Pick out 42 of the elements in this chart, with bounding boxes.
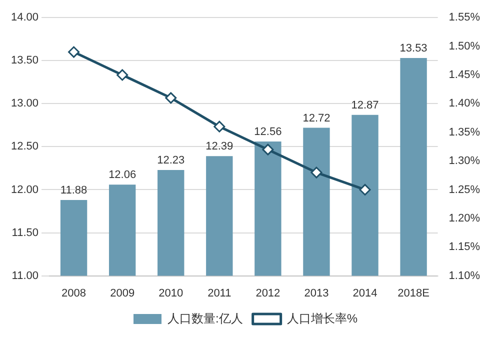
y2-tick-label: 1.45%	[448, 69, 480, 82]
y2-tick-label: 1.35%	[448, 126, 480, 138]
y2-tick-label: 1.55%	[448, 12, 480, 24]
y-tick-label: 12.50	[10, 140, 39, 153]
data-label: 12.56	[254, 126, 282, 138]
x-tick-label: 2012	[256, 287, 280, 300]
x-tick-label: 2018E	[398, 287, 430, 300]
data-label: 12.72	[302, 112, 330, 124]
x-tick-label: 2013	[304, 287, 329, 300]
point	[116, 69, 128, 81]
data-label: 12.87	[351, 99, 379, 112]
y2-tick-label: 1.30%	[448, 155, 480, 168]
y2-tick-label: 1.15%	[448, 241, 480, 254]
y2-tick-label: 1.50%	[448, 40, 480, 52]
data-label: 12.23	[157, 154, 185, 166]
y2-tick-label: 1.10%	[448, 270, 480, 282]
data-label: 12.06	[108, 169, 136, 182]
point	[214, 120, 226, 132]
y-tick-label: 11.00	[12, 270, 39, 282]
x-tick-label: 2009	[110, 287, 135, 300]
y2-tick-label: 1.40%	[448, 98, 480, 110]
y-tick-label: 14.00	[10, 12, 39, 24]
y2-tick-label: 1.25%	[448, 184, 480, 196]
y-tick-label: 11.50	[12, 226, 39, 239]
point	[68, 46, 80, 58]
y2-tick-label: 1.20%	[448, 212, 480, 224]
y-tick-label: 12.00	[10, 184, 39, 196]
x-tick-label: 2014	[352, 287, 378, 300]
x-tick-label: 2008	[62, 287, 86, 300]
point	[359, 184, 371, 196]
data-label: 11.88	[60, 184, 88, 197]
x-tick-label: 2011	[208, 287, 232, 300]
point	[262, 144, 274, 156]
y-tick-label: 13.00	[10, 98, 39, 110]
data-label: 13.53	[400, 42, 428, 55]
legend-label: 人口数量:亿人	[168, 311, 243, 326]
point	[165, 92, 177, 104]
legend-label: 人口增长率%	[286, 311, 358, 326]
y-tick-label: 13.50	[10, 54, 39, 67]
point	[310, 166, 322, 178]
x-tick-label: 2010	[158, 287, 184, 300]
data-label: 12.39	[206, 140, 234, 153]
